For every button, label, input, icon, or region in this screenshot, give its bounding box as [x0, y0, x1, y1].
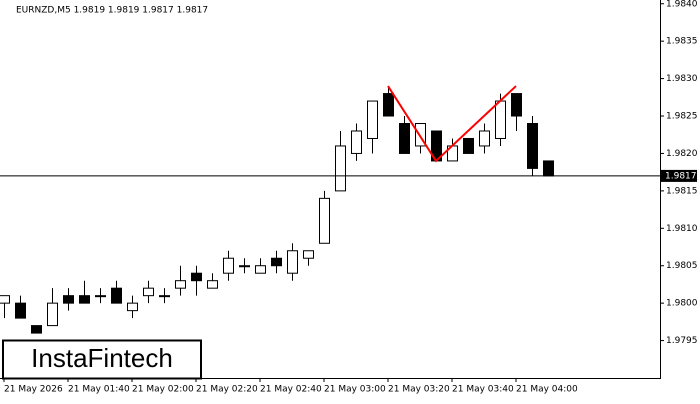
candle-body [223, 257, 234, 274]
candle-body [495, 100, 506, 139]
candle-body [159, 295, 170, 298]
candle-body [175, 280, 186, 289]
candle-body [111, 287, 122, 304]
x-tick-label: 21 May 01:40 [68, 385, 130, 395]
candle-body [63, 295, 74, 304]
y-tick-label: 1.9810 [666, 224, 698, 234]
candle-body [143, 287, 154, 297]
pattern-line [387, 85, 517, 163]
candle-body [479, 130, 490, 147]
candle-body [287, 250, 298, 274]
candle-body [351, 130, 362, 154]
candle-body [511, 93, 522, 117]
candle-body [127, 302, 138, 312]
candle-body [527, 123, 538, 169]
x-tick-label: 21 May 02:20 [196, 385, 258, 395]
y-tick-label: 1.9830 [666, 74, 698, 84]
last-price-label: 1.9817 [665, 171, 697, 181]
chart-title: EURNZD,M5 1.9819 1.9819 1.9817 1.9817 [16, 6, 208, 16]
candle-body [207, 280, 218, 289]
x-tick-label: 21 May 03:40 [452, 385, 514, 395]
candle-body [15, 302, 26, 319]
candle-body [95, 295, 106, 298]
candle-body [31, 325, 42, 334]
candle-body [463, 137, 474, 154]
candle-body [335, 145, 346, 192]
y-tick-label: 1.9795 [666, 336, 698, 346]
candle-body [239, 265, 250, 268]
y-tick-label: 1.9820 [666, 149, 698, 159]
candle-body [255, 265, 266, 274]
y-tick-label: 1.9815 [666, 186, 698, 196]
y-tick-label: 1.9840 [666, 0, 698, 9]
candle-body [543, 160, 554, 177]
candle-body [0, 295, 10, 304]
candle-body [271, 257, 282, 267]
x-tick-label: 21 May 04:00 [516, 385, 578, 395]
x-tick-label: 21 May 02:00 [132, 385, 194, 395]
candle-body [191, 272, 202, 282]
candle-body [415, 123, 426, 147]
candle-body [399, 123, 410, 154]
candle-body [367, 100, 378, 139]
x-tick-label: 21 May 02:40 [260, 385, 322, 395]
last-price-box [661, 169, 697, 182]
logo-box [2, 339, 202, 380]
x-tick-label: 21 May 2026 [4, 385, 63, 395]
candle-body [303, 250, 314, 259]
y-tick-label: 1.9805 [666, 261, 698, 271]
candle-body [47, 302, 58, 327]
y-tick-label: 1.9800 [666, 299, 698, 309]
y-tick-label: 1.9825 [666, 112, 698, 122]
candle-body [79, 295, 90, 304]
candle-body [319, 197, 330, 244]
x-tick-label: 21 May 03:00 [324, 385, 386, 395]
logo: InstaFintech [31, 343, 173, 373]
y-tick-label: 1.9835 [666, 37, 698, 47]
x-tick-label: 21 May 03:20 [388, 385, 450, 395]
candle-body [383, 93, 394, 117]
